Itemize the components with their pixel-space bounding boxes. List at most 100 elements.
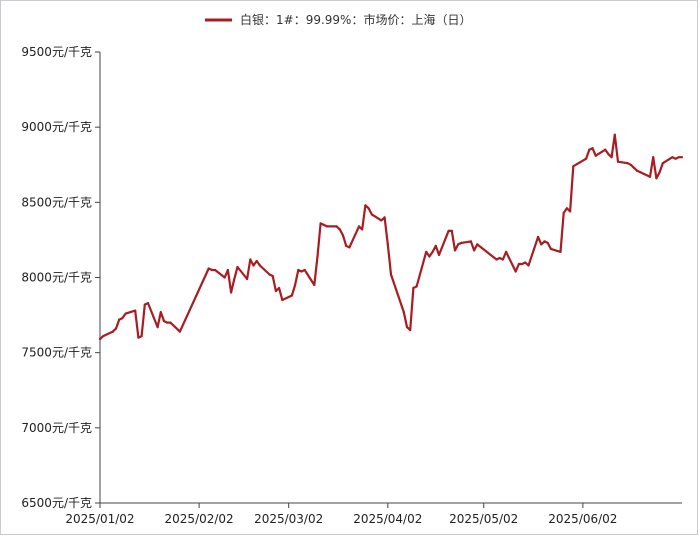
data-point	[230, 291, 233, 294]
data-point	[591, 147, 594, 150]
y-axis-ticks: 6500元/千克 7000元/千克 7500元/千克 8000元/千克 8500元/千克…	[21, 45, 100, 510]
y-tick-label: 6500元/千克	[21, 496, 92, 510]
data-point	[207, 267, 210, 270]
data-point	[214, 268, 217, 272]
data-point	[300, 270, 303, 273]
data-point	[166, 321, 169, 324]
data-point	[98, 338, 102, 341]
data-point	[604, 148, 607, 151]
data-point	[546, 241, 549, 244]
data-point	[549, 247, 553, 250]
data-point	[632, 166, 636, 169]
data-point	[629, 163, 632, 166]
data-point	[335, 225, 338, 228]
data-point	[626, 162, 629, 165]
data-point	[498, 256, 501, 260]
data-point	[680, 156, 684, 159]
data-point	[146, 302, 150, 305]
data-point	[268, 273, 271, 276]
data-point	[162, 320, 166, 323]
data-point	[118, 318, 121, 321]
data-point	[233, 277, 236, 281]
data-point	[325, 225, 329, 228]
data-point	[655, 177, 658, 180]
data-point	[565, 207, 569, 210]
x-axis-ticks: 2025/01/02 2025/02/02 2025/03/02 2025/04/02…	[65, 503, 617, 526]
data-point	[495, 258, 498, 261]
data-point	[367, 207, 370, 210]
series-points	[98, 133, 684, 341]
data-point	[527, 264, 530, 267]
x-tick-label: 2025/04/02	[353, 512, 422, 526]
y-tick-label: 7500元/千克	[21, 346, 92, 360]
data-point	[140, 335, 143, 338]
data-point	[559, 250, 562, 253]
data-point	[249, 258, 252, 261]
y-tick-label: 9500元/千克	[21, 45, 92, 59]
x-tick-label: 2025/01/02	[65, 512, 134, 526]
data-point	[425, 250, 428, 253]
data-point	[143, 303, 146, 306]
data-point	[290, 294, 293, 297]
data-point	[341, 234, 345, 237]
data-point	[537, 235, 540, 238]
y-tick-label: 8500元/千克	[21, 195, 92, 209]
data-point	[437, 253, 441, 256]
data-point	[178, 330, 181, 333]
data-point	[671, 156, 674, 159]
data-point	[453, 249, 457, 252]
legend: 白银：1#：99.99%：市场价：上海（日）	[205, 12, 471, 27]
legend-label: 白银：1#：99.99%：市场价：上海（日）	[240, 12, 471, 27]
data-point	[588, 148, 591, 151]
data-point	[370, 213, 373, 216]
data-point	[476, 243, 479, 246]
data-point	[345, 244, 348, 247]
data-point	[274, 289, 277, 293]
data-point	[137, 336, 140, 339]
data-point	[389, 273, 393, 276]
data-point	[514, 270, 517, 273]
data-point	[255, 259, 258, 263]
data-point	[594, 154, 597, 157]
data-point	[383, 216, 386, 219]
data-point	[524, 261, 527, 264]
data-point	[658, 171, 661, 174]
data-point	[278, 286, 281, 290]
data-point	[102, 335, 105, 338]
data-point	[674, 157, 677, 160]
series-line	[99, 133, 682, 340]
x-tick-label: 2025/05/02	[449, 512, 518, 526]
data-point	[469, 240, 472, 243]
data-point	[348, 246, 351, 249]
data-point	[616, 160, 620, 163]
data-point	[169, 321, 172, 324]
y-tick-label: 7000元/千克	[21, 421, 92, 435]
data-point	[636, 169, 639, 172]
data-point	[258, 264, 261, 267]
data-point	[543, 240, 546, 243]
data-point	[114, 327, 118, 330]
data-point	[361, 228, 364, 231]
data-point	[313, 283, 316, 287]
data-point	[111, 330, 114, 333]
data-point	[661, 162, 664, 165]
data-point	[521, 262, 524, 266]
data-point	[357, 225, 361, 228]
data-point	[447, 229, 450, 232]
data-point	[210, 268, 213, 272]
data-point	[316, 255, 319, 258]
data-point	[303, 268, 306, 272]
data-point	[226, 268, 229, 272]
data-point	[431, 250, 434, 253]
data-point	[294, 283, 297, 287]
x-tick-label: 2025/02/02	[165, 512, 234, 526]
data-point	[415, 285, 418, 288]
data-point	[121, 317, 124, 320]
data-point	[159, 311, 162, 314]
x-tick-label: 2025/03/02	[254, 512, 323, 526]
data-point	[607, 153, 610, 156]
data-point	[134, 309, 137, 312]
data-point	[402, 311, 405, 314]
data-point	[223, 276, 226, 279]
